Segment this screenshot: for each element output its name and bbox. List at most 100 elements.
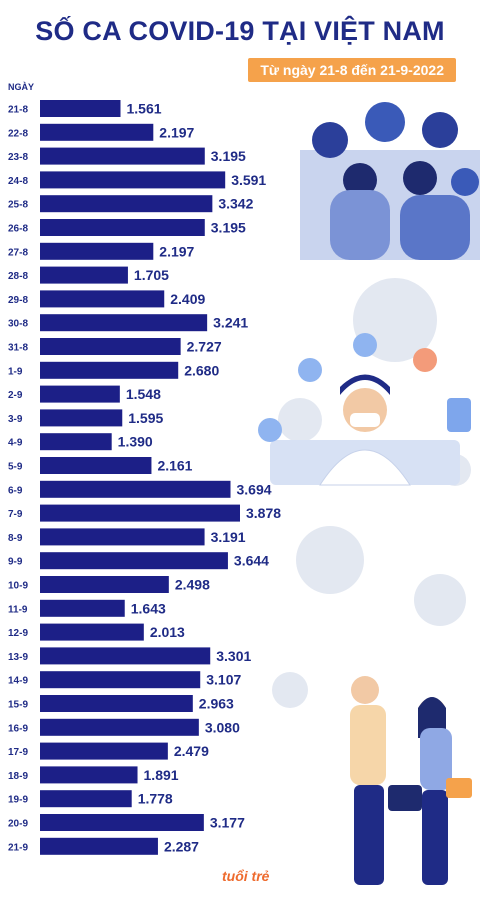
bar [40, 504, 240, 522]
data-label: 3.878 [246, 505, 281, 521]
bar [40, 647, 211, 665]
bar [40, 219, 205, 236]
tick-label: 4-9 [8, 438, 23, 449]
data-label: 1.643 [131, 600, 166, 616]
data-label: 2.498 [175, 577, 210, 593]
bar [40, 433, 112, 451]
data-label: 2.479 [174, 743, 209, 759]
tick-label: 12-9 [8, 628, 28, 639]
bar [40, 314, 208, 332]
tick-label: 16-9 [8, 723, 28, 734]
bar [40, 718, 199, 736]
data-label: 3.195 [211, 148, 246, 164]
tick-label: 8-9 [8, 533, 23, 544]
tick-label: 3-9 [8, 414, 23, 425]
data-label: 1.778 [138, 791, 173, 807]
data-label: 1.548 [126, 386, 161, 402]
bar [40, 266, 128, 284]
data-label: 3.694 [237, 481, 272, 497]
bar [40, 147, 205, 165]
data-label: 1.390 [118, 434, 153, 450]
bar [40, 528, 205, 546]
bar [40, 837, 158, 855]
bar [40, 695, 193, 712]
tick-label: 11-9 [8, 604, 28, 615]
data-label: 3.191 [211, 529, 246, 545]
bar [40, 790, 132, 808]
bar [40, 480, 231, 498]
data-label: 3.301 [216, 648, 251, 664]
bar [40, 123, 154, 141]
bar [40, 814, 204, 831]
data-label: 3.107 [206, 672, 241, 688]
brand-logo: tuổi trẻ [222, 868, 270, 884]
data-label: 3.177 [210, 815, 245, 831]
tick-label: 18-9 [8, 771, 28, 782]
couple-illustration [350, 676, 472, 885]
data-label: 3.591 [231, 172, 266, 188]
bar [40, 385, 120, 403]
data-label: 1.561 [127, 101, 162, 117]
data-label: 3.644 [234, 553, 269, 569]
tick-label: 5-9 [8, 462, 23, 473]
data-label: 2.161 [157, 458, 192, 474]
data-label: 2.197 [159, 124, 194, 140]
data-label: 2.197 [159, 243, 194, 259]
bar [40, 623, 144, 641]
date-range-badge: Từ ngày 21-8 đến 21-9-2022 [248, 58, 456, 82]
tick-label: 7-9 [8, 509, 23, 520]
data-label: 2.287 [164, 838, 199, 854]
tick-label: 28-8 [8, 271, 28, 282]
data-label: 3.080 [205, 719, 240, 735]
data-label: 1.891 [144, 767, 179, 783]
tick-label: 31-8 [8, 343, 28, 354]
tick-label: 26-8 [8, 224, 28, 235]
tick-label: 21-9 [8, 842, 28, 853]
crowd-illustration [300, 102, 480, 260]
bar [40, 599, 125, 617]
data-label: 3.195 [211, 220, 246, 236]
tick-label: 1-9 [8, 366, 23, 377]
data-label: 2.680 [184, 362, 219, 378]
tick-label: 22-8 [8, 128, 28, 139]
bar [40, 290, 165, 308]
tick-label: 25-8 [8, 200, 28, 211]
bar [40, 552, 228, 570]
tick-label: 27-8 [8, 247, 28, 258]
tick-label: 2-9 [8, 390, 23, 401]
tick-label: 14-9 [8, 676, 28, 687]
bar [40, 671, 201, 689]
bar [40, 576, 169, 593]
bar [40, 457, 152, 474]
tick-label: 19-9 [8, 795, 28, 806]
y-axis-label: NGÀY [8, 82, 35, 92]
doctor-illustration [258, 333, 471, 486]
bar [40, 195, 213, 213]
data-label: 2.963 [199, 696, 234, 712]
tick-label: 30-8 [8, 319, 28, 330]
bar [40, 242, 154, 260]
bar [40, 171, 226, 189]
tick-label: 24-8 [8, 176, 28, 187]
tick-label: 20-9 [8, 819, 28, 830]
data-label: 3.342 [218, 196, 253, 212]
data-label: 2.013 [150, 624, 185, 640]
data-label: 3.241 [213, 315, 248, 331]
chart-title: SỐ CA COVID-19 TẠI VIỆT NAM [35, 16, 445, 46]
data-label: 2.727 [187, 339, 222, 355]
tick-label: 29-8 [8, 295, 28, 306]
tick-label: 6-9 [8, 485, 23, 496]
bar [40, 100, 121, 117]
data-label: 1.705 [134, 267, 169, 283]
tick-label: 17-9 [8, 747, 28, 758]
tick-label: 10-9 [8, 581, 28, 592]
tick-label: 9-9 [8, 557, 23, 568]
data-label: 1.595 [128, 410, 163, 426]
bar [40, 338, 181, 355]
tick-label: 13-9 [8, 652, 28, 663]
bar [40, 766, 138, 784]
bar [40, 361, 179, 379]
tick-label: 21-8 [8, 105, 28, 116]
